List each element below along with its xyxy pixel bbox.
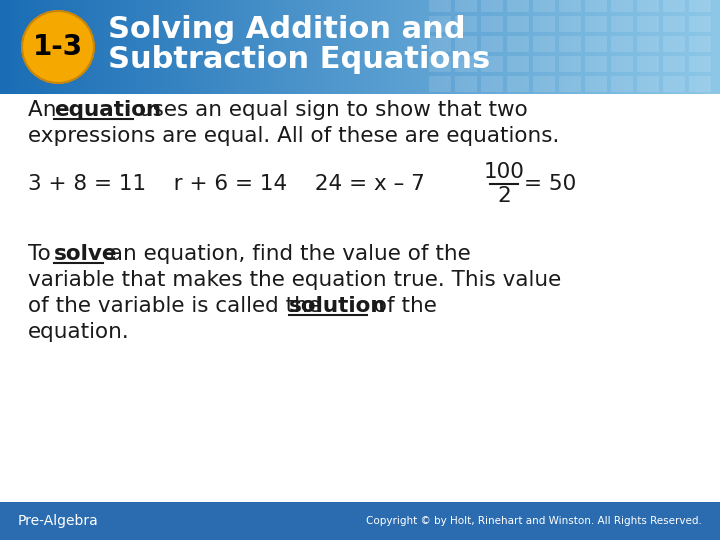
FancyBboxPatch shape	[689, 16, 711, 32]
FancyBboxPatch shape	[637, 16, 659, 32]
FancyBboxPatch shape	[689, 0, 711, 12]
FancyBboxPatch shape	[429, 0, 451, 12]
FancyBboxPatch shape	[637, 0, 659, 12]
FancyBboxPatch shape	[663, 16, 685, 32]
FancyBboxPatch shape	[533, 16, 555, 32]
FancyBboxPatch shape	[559, 16, 581, 32]
Text: Copyright © by Holt, Rinehart and Winston. All Rights Reserved.: Copyright © by Holt, Rinehart and Winsto…	[366, 516, 702, 526]
FancyBboxPatch shape	[585, 36, 607, 52]
FancyBboxPatch shape	[559, 0, 581, 12]
Text: solve: solve	[54, 244, 117, 264]
Text: 3 + 8 = 11    r + 6 = 14    24 = x – 7: 3 + 8 = 11 r + 6 = 14 24 = x – 7	[28, 174, 425, 194]
FancyBboxPatch shape	[481, 76, 503, 92]
Text: 100: 100	[484, 162, 524, 182]
FancyBboxPatch shape	[611, 56, 633, 72]
FancyBboxPatch shape	[429, 76, 451, 92]
FancyBboxPatch shape	[689, 56, 711, 72]
Text: solution: solution	[289, 296, 387, 316]
Text: variable that makes the equation true. This value: variable that makes the equation true. T…	[28, 270, 562, 290]
FancyBboxPatch shape	[611, 16, 633, 32]
Text: an equation, find the value of the: an equation, find the value of the	[103, 244, 471, 264]
FancyBboxPatch shape	[585, 16, 607, 32]
Text: = 50: = 50	[524, 174, 576, 194]
Text: To: To	[28, 244, 58, 264]
Bar	[0, 502, 720, 540]
FancyBboxPatch shape	[455, 0, 477, 12]
FancyBboxPatch shape	[611, 76, 633, 92]
FancyBboxPatch shape	[585, 56, 607, 72]
Text: Pre-Algebra: Pre-Algebra	[18, 514, 99, 528]
FancyBboxPatch shape	[533, 76, 555, 92]
FancyBboxPatch shape	[507, 16, 529, 32]
FancyBboxPatch shape	[455, 76, 477, 92]
FancyBboxPatch shape	[689, 76, 711, 92]
Text: uses an equal sign to show that two: uses an equal sign to show that two	[132, 100, 528, 120]
FancyBboxPatch shape	[455, 56, 477, 72]
FancyBboxPatch shape	[429, 36, 451, 52]
FancyBboxPatch shape	[663, 36, 685, 52]
Text: 1-3: 1-3	[33, 33, 83, 61]
FancyBboxPatch shape	[559, 76, 581, 92]
FancyBboxPatch shape	[611, 0, 633, 12]
FancyBboxPatch shape	[637, 56, 659, 72]
Text: An: An	[28, 100, 63, 120]
Text: expressions are equal. All of these are equations.: expressions are equal. All of these are …	[28, 126, 559, 146]
Text: equation: equation	[54, 100, 161, 120]
Text: Solving Addition and: Solving Addition and	[108, 16, 466, 44]
FancyBboxPatch shape	[429, 56, 451, 72]
FancyBboxPatch shape	[455, 36, 477, 52]
Text: 2: 2	[497, 186, 511, 206]
Text: Subtraction Equations: Subtraction Equations	[108, 45, 490, 75]
FancyBboxPatch shape	[663, 56, 685, 72]
FancyBboxPatch shape	[507, 36, 529, 52]
FancyBboxPatch shape	[637, 76, 659, 92]
FancyBboxPatch shape	[663, 76, 685, 92]
FancyBboxPatch shape	[663, 0, 685, 12]
FancyBboxPatch shape	[585, 76, 607, 92]
FancyBboxPatch shape	[481, 56, 503, 72]
FancyBboxPatch shape	[481, 36, 503, 52]
FancyBboxPatch shape	[455, 16, 477, 32]
Text: of the: of the	[367, 296, 437, 316]
FancyBboxPatch shape	[507, 56, 529, 72]
FancyBboxPatch shape	[611, 36, 633, 52]
FancyBboxPatch shape	[429, 16, 451, 32]
Text: of the variable is called the: of the variable is called the	[28, 296, 328, 316]
FancyBboxPatch shape	[507, 0, 529, 12]
FancyBboxPatch shape	[507, 76, 529, 92]
FancyBboxPatch shape	[637, 36, 659, 52]
FancyBboxPatch shape	[481, 0, 503, 12]
FancyBboxPatch shape	[559, 36, 581, 52]
Circle shape	[22, 11, 94, 83]
FancyBboxPatch shape	[481, 16, 503, 32]
FancyBboxPatch shape	[533, 0, 555, 12]
FancyBboxPatch shape	[533, 56, 555, 72]
FancyBboxPatch shape	[689, 36, 711, 52]
FancyBboxPatch shape	[585, 0, 607, 12]
FancyBboxPatch shape	[533, 36, 555, 52]
FancyBboxPatch shape	[559, 56, 581, 72]
Text: equation.: equation.	[28, 322, 130, 342]
